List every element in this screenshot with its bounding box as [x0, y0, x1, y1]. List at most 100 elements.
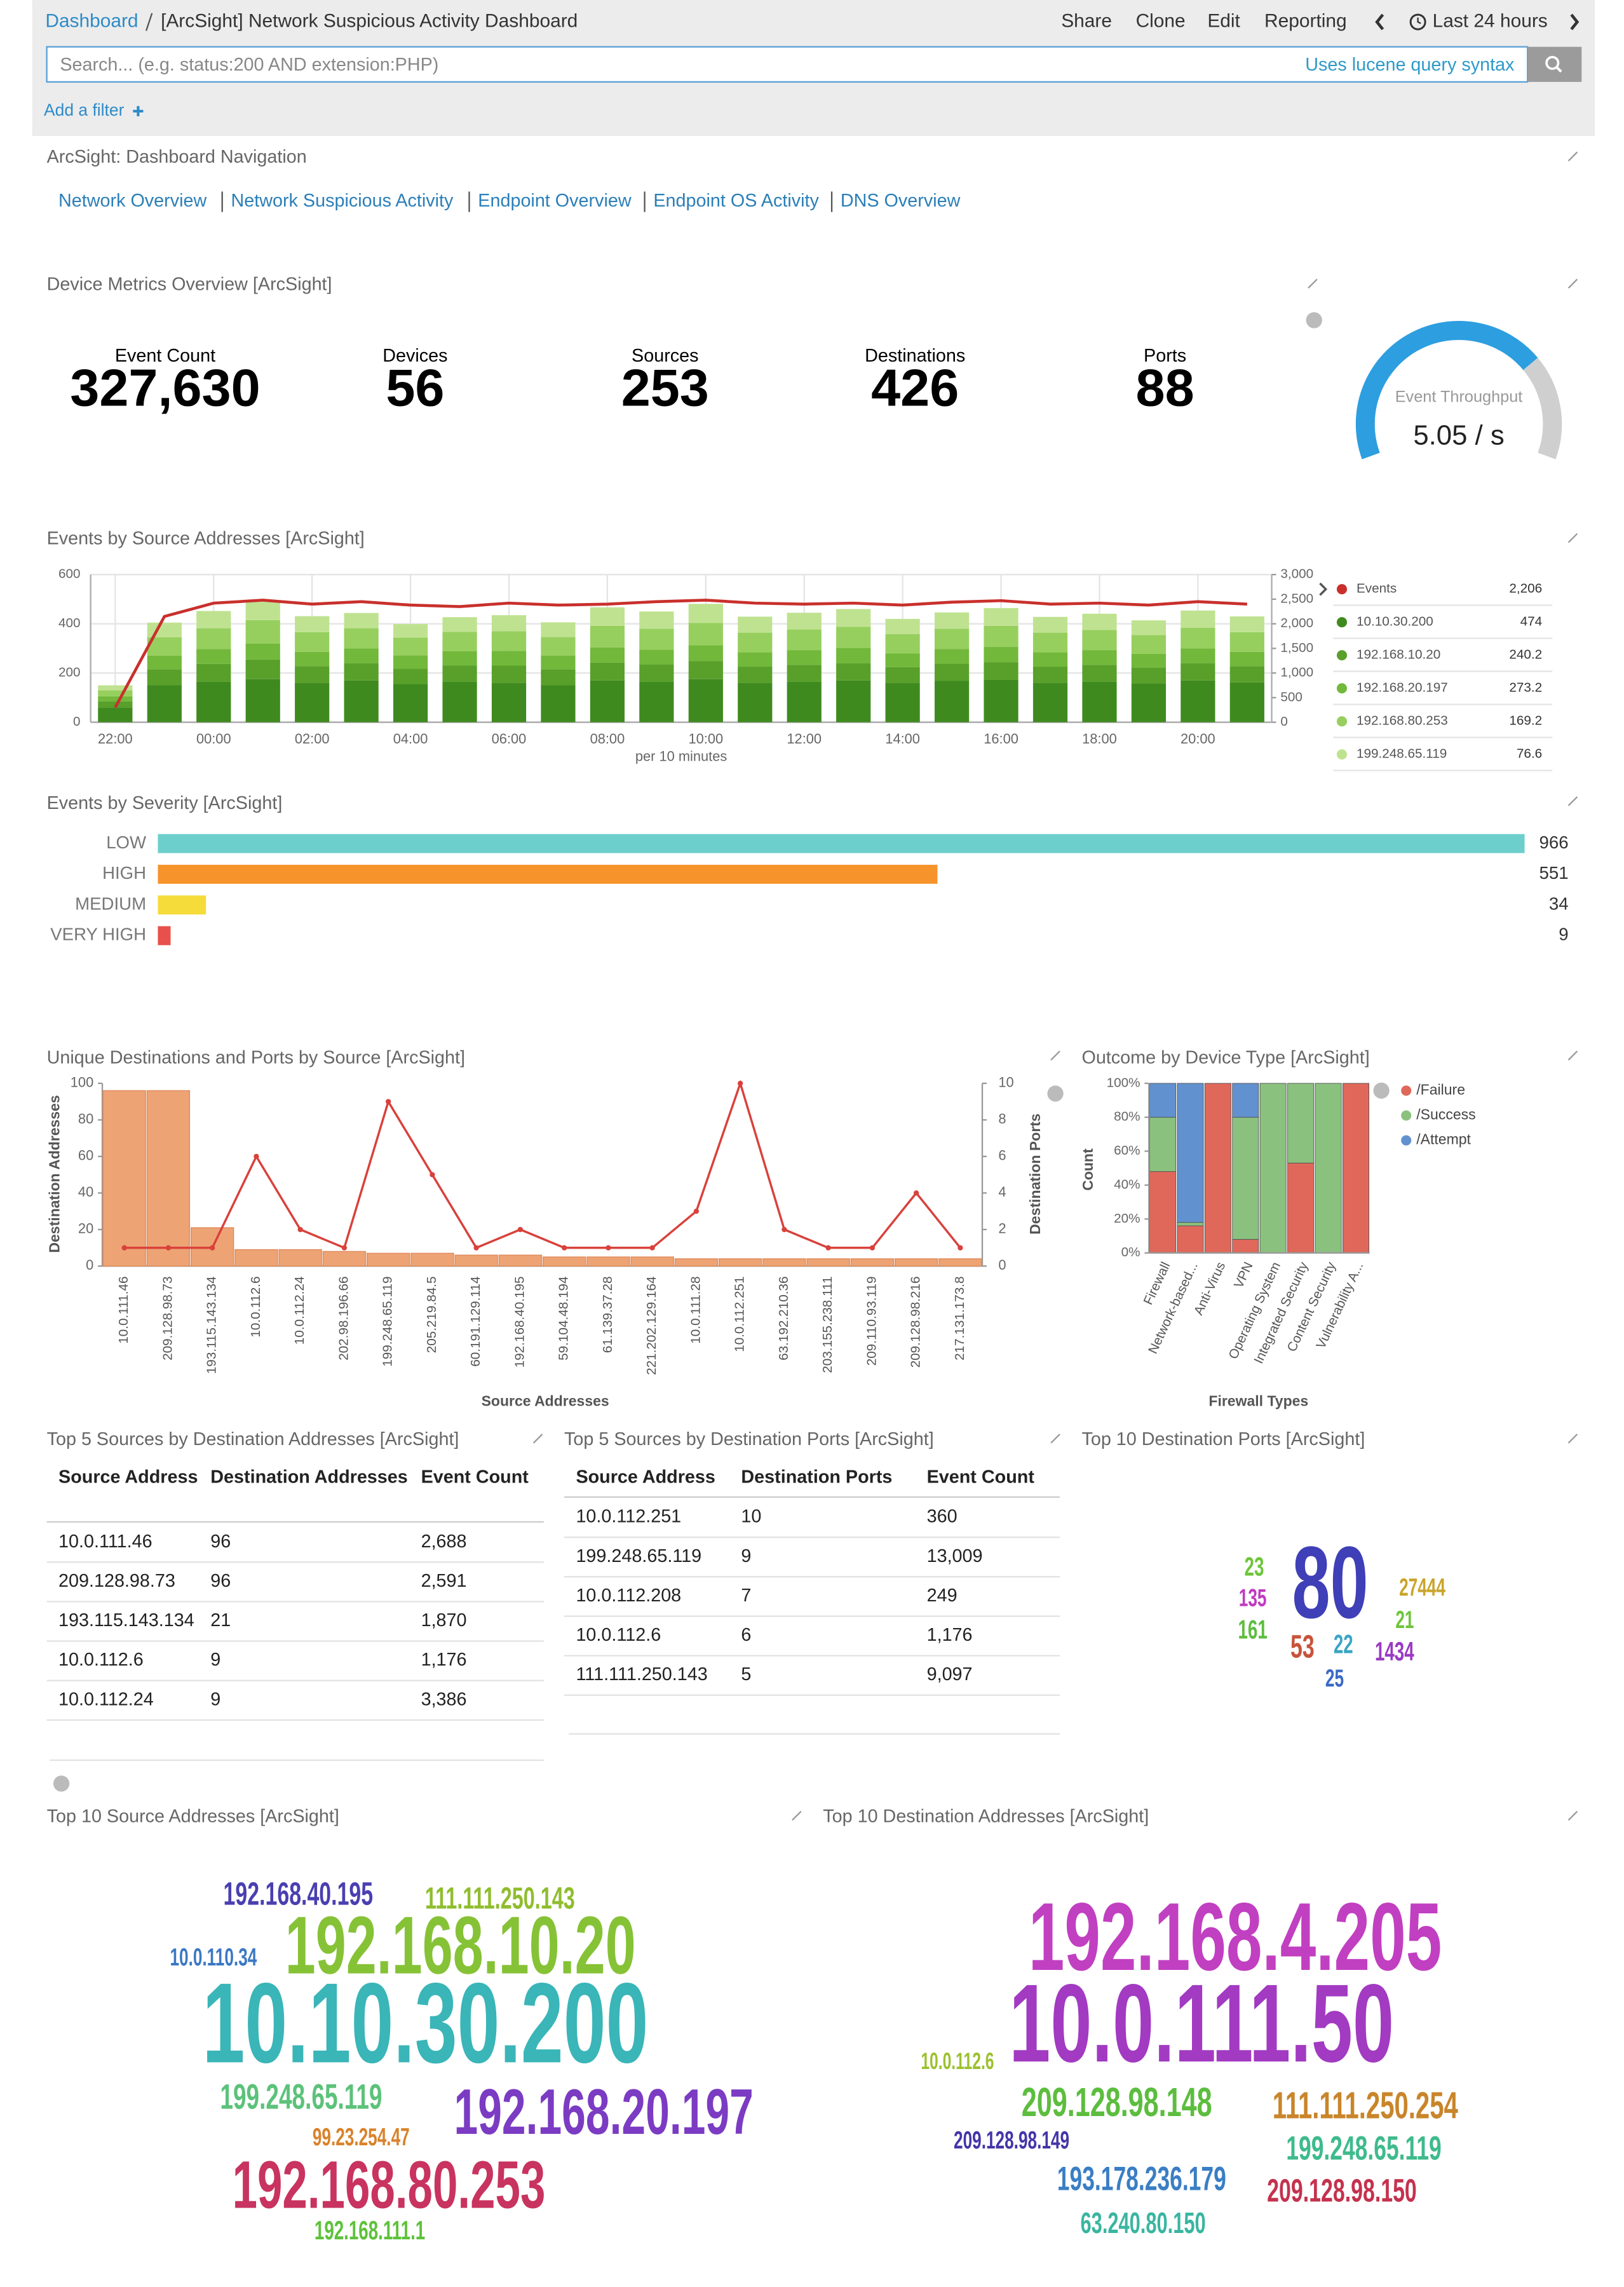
bar: [1131, 635, 1167, 654]
expand-icon[interactable]: [1567, 1434, 1578, 1444]
bar: [1032, 616, 1068, 633]
line-series: [114, 599, 1247, 709]
legend-toggle[interactable]: [1373, 1082, 1390, 1099]
table-cell: 111.111.250.143: [576, 1664, 707, 1685]
bar: [1149, 1171, 1177, 1254]
bar: [393, 668, 428, 684]
cloud-word: 53: [1290, 1629, 1315, 1665]
legend-value: 2,206: [1509, 581, 1542, 596]
bar: [98, 690, 133, 696]
table-cell: 9: [741, 1546, 751, 1566]
bar: [344, 648, 379, 663]
expand-icon[interactable]: [1567, 533, 1578, 543]
bar: [1082, 630, 1117, 651]
cloud-word: 10.0.110.34: [170, 1944, 257, 1971]
bar: [98, 707, 133, 723]
dashboard-title: [ArcSight] Network Suspicious Activity D…: [161, 10, 578, 31]
cloud-word: 111.111.250.143: [425, 1881, 575, 1915]
bar: [147, 685, 182, 723]
bar: [787, 681, 822, 723]
nav-link[interactable]: Network Overview: [58, 191, 206, 211]
expand-icon[interactable]: [1050, 1050, 1060, 1061]
bar: [738, 682, 773, 723]
y2-axis-label: Destination Ports: [1027, 1113, 1043, 1234]
column-header[interactable]: Destination Ports: [741, 1467, 892, 1488]
cloud-word: 192.168.40.195: [224, 1876, 374, 1912]
x-tick-label: 12:00: [787, 731, 822, 747]
search-hint[interactable]: Uses lucene query syntax: [1305, 55, 1515, 75]
line-point: [341, 1245, 348, 1251]
cloud-word: 135: [1239, 1584, 1267, 1612]
y-tick-label: 0: [73, 714, 81, 729]
column-header[interactable]: Event Count: [927, 1467, 1035, 1488]
bar: [934, 628, 970, 649]
bar: [98, 701, 133, 708]
header-action[interactable]: Edit: [1207, 10, 1240, 31]
bar: [541, 622, 576, 637]
line-point: [562, 1245, 567, 1251]
expand-icon[interactable]: [532, 1434, 543, 1444]
add-filter[interactable]: Add a filter: [44, 100, 125, 119]
search-input[interactable]: [46, 46, 1529, 83]
header-action[interactable]: Share: [1061, 10, 1112, 31]
legend-toggle[interactable]: [1319, 582, 1328, 596]
y2-tick-label: 2,000: [1280, 616, 1313, 630]
expand-icon[interactable]: [1050, 1434, 1060, 1444]
value-label: 966: [1539, 832, 1569, 852]
expand-icon[interactable]: [792, 1810, 802, 1821]
y2-tick-label: 4: [998, 1184, 1006, 1200]
table-cell: 10.0.111.46: [58, 1531, 152, 1552]
line-point: [386, 1099, 391, 1104]
bar: [196, 663, 231, 682]
nav-link[interactable]: Endpoint Overview: [478, 191, 632, 211]
bar: [738, 667, 773, 683]
metric-label: Ports: [1144, 346, 1186, 366]
line-point: [473, 1245, 479, 1251]
expand-icon[interactable]: [1567, 1810, 1578, 1821]
x-tick-label: 202.98.196.66: [336, 1277, 351, 1361]
table-cell: 10: [741, 1507, 761, 1527]
nav-link[interactable]: DNS Overview: [841, 191, 961, 211]
x-tick-label: 221.202.129.164: [644, 1277, 659, 1375]
panel-title: Device Metrics Overview [ArcSight]: [47, 274, 332, 294]
bar: [639, 664, 674, 682]
expand-icon[interactable]: [1567, 1050, 1578, 1061]
y2-tick-label: 1,000: [1280, 665, 1313, 680]
time-prev[interactable]: [1375, 13, 1384, 31]
gauge-fill: [1355, 321, 1538, 459]
expand-icon[interactable]: [1567, 796, 1578, 806]
bar: [1032, 632, 1068, 653]
search-button[interactable]: [1527, 46, 1582, 82]
header-action[interactable]: Reporting: [1264, 10, 1347, 31]
nav-link[interactable]: Endpoint OS Activity: [653, 191, 819, 211]
expand-icon[interactable]: [1308, 278, 1318, 289]
bar: [541, 637, 576, 656]
nav-link[interactable]: Network Suspicious Activity: [231, 191, 454, 211]
column-header[interactable]: Destination Addresses: [210, 1467, 407, 1488]
time-picker[interactable]: Last 24 hours: [1433, 10, 1548, 31]
column-header[interactable]: Event Count: [421, 1467, 529, 1488]
metric-value: 426: [871, 358, 959, 417]
bar: [393, 624, 428, 638]
x-tick-label: 10.0.112.24: [292, 1277, 307, 1345]
x-tick-label: 209.110.93.119: [864, 1277, 879, 1366]
y2-tick-label: 0: [998, 1257, 1006, 1273]
breadcrumb-link[interactable]: Dashboard: [45, 10, 138, 31]
bar: [688, 645, 723, 662]
expand-icon[interactable]: [1567, 278, 1578, 289]
bar: [738, 652, 773, 667]
bar: [245, 659, 280, 679]
bar: [885, 634, 920, 654]
column-header[interactable]: Source Address: [576, 1467, 715, 1488]
y2-tick-label: 10: [998, 1075, 1013, 1090]
legend-label: /Failure: [1416, 1081, 1465, 1097]
time-next[interactable]: [1570, 13, 1580, 31]
x-tick-label: 18:00: [1082, 731, 1117, 747]
table-cell: 10.0.112.6: [58, 1650, 144, 1670]
bar: [147, 622, 182, 637]
column-header[interactable]: Source Address: [58, 1467, 198, 1488]
y-tick-label: 20: [78, 1221, 93, 1237]
header-action[interactable]: Clone: [1136, 10, 1186, 31]
bar: [147, 656, 182, 670]
expand-icon[interactable]: [1567, 151, 1578, 161]
